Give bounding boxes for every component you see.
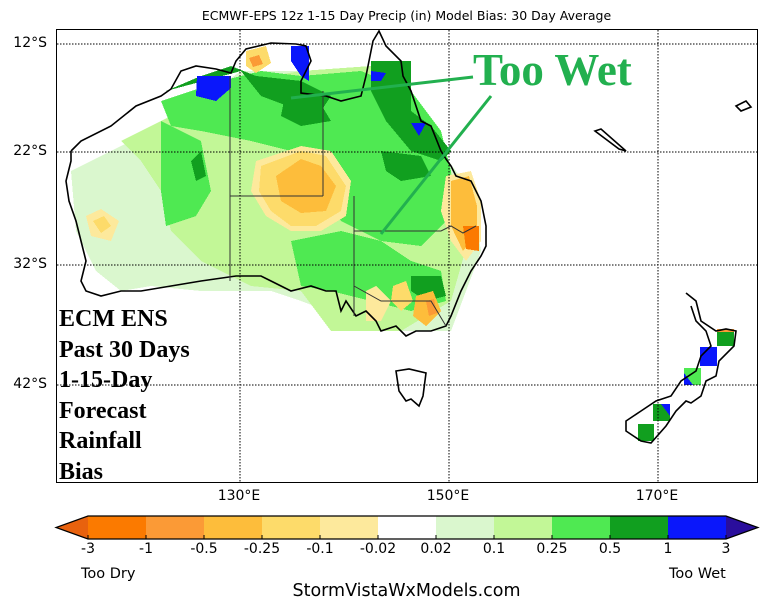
colorbar-tick: -0.5 (190, 541, 218, 557)
side-text-line: Rainfall (59, 428, 142, 454)
state-borders (229, 76, 477, 327)
colorbar-tick: -0.02 (359, 541, 397, 557)
lat-label-32s: 32°S (13, 256, 47, 272)
colorbar-bin (610, 516, 668, 539)
colorbar-bin (146, 516, 204, 539)
too-wet-annotation: Too Wet (473, 45, 632, 95)
colorbar-tick: -0.25 (243, 541, 281, 557)
side-text-line: Past 30 Days (59, 336, 190, 363)
colorbar-tick: -0.1 (306, 541, 334, 557)
too-dry-label: Too Dry (81, 566, 136, 582)
chart-title: ECMWF-EPS 12z 1-15 Day Precip (in) Model… (201, 8, 612, 23)
map-description-text: ECM ENS Past 30 Days 1-15-Day Forecast R… (59, 304, 190, 487)
lon-label-150e: 150°E (426, 488, 470, 504)
lon-label-170e: 170°E (635, 488, 679, 504)
colorbar-bin (262, 516, 320, 539)
source-watermark: StormVistaWxModels.com (292, 581, 521, 601)
colorbar-tick: 1 (663, 541, 673, 557)
colorbar-under-arrow (56, 516, 88, 539)
map-panel (56, 29, 758, 483)
lat-label-42s: 42°S (13, 376, 47, 392)
precip-bias-map (57, 30, 757, 482)
lon-label-130e: 130°E (217, 488, 261, 504)
colorbar-bin (668, 516, 726, 539)
colorbar-tick: 0.1 (482, 541, 506, 557)
coastlines (65, 30, 753, 444)
too-wet-label: Too Wet (669, 566, 726, 582)
lat-label-22s: 22°S (13, 143, 47, 159)
colorbar-tick: -3 (81, 541, 95, 557)
colorbar-tick: 0.25 (536, 541, 568, 557)
colorbar-tick: -1 (139, 541, 153, 557)
colorbar-bin (320, 516, 378, 539)
colorbar (54, 515, 760, 540)
graticule (57, 30, 757, 482)
colorbar-bin (88, 516, 146, 539)
colorbar-bin (436, 516, 494, 539)
side-text-line: 1-15-Day (59, 367, 153, 393)
annotation-pointers (290, 75, 493, 235)
colorbar-bin (204, 516, 262, 539)
side-text-line: Forecast (59, 397, 147, 424)
colorbar-bin (378, 516, 436, 539)
colorbar-tick: 0.02 (420, 541, 452, 557)
side-text-line: Bias (59, 458, 104, 485)
bias-shading (71, 46, 734, 441)
colorbar-tick: 0.5 (598, 541, 622, 557)
side-text-line: ECM ENS (59, 306, 168, 332)
colorbar-bin (494, 516, 552, 539)
lat-label-12s: 12°S (13, 35, 47, 51)
colorbar-tick: 3 (721, 541, 731, 557)
colorbar-bin (552, 516, 610, 539)
colorbar-over-arrow (726, 516, 758, 539)
